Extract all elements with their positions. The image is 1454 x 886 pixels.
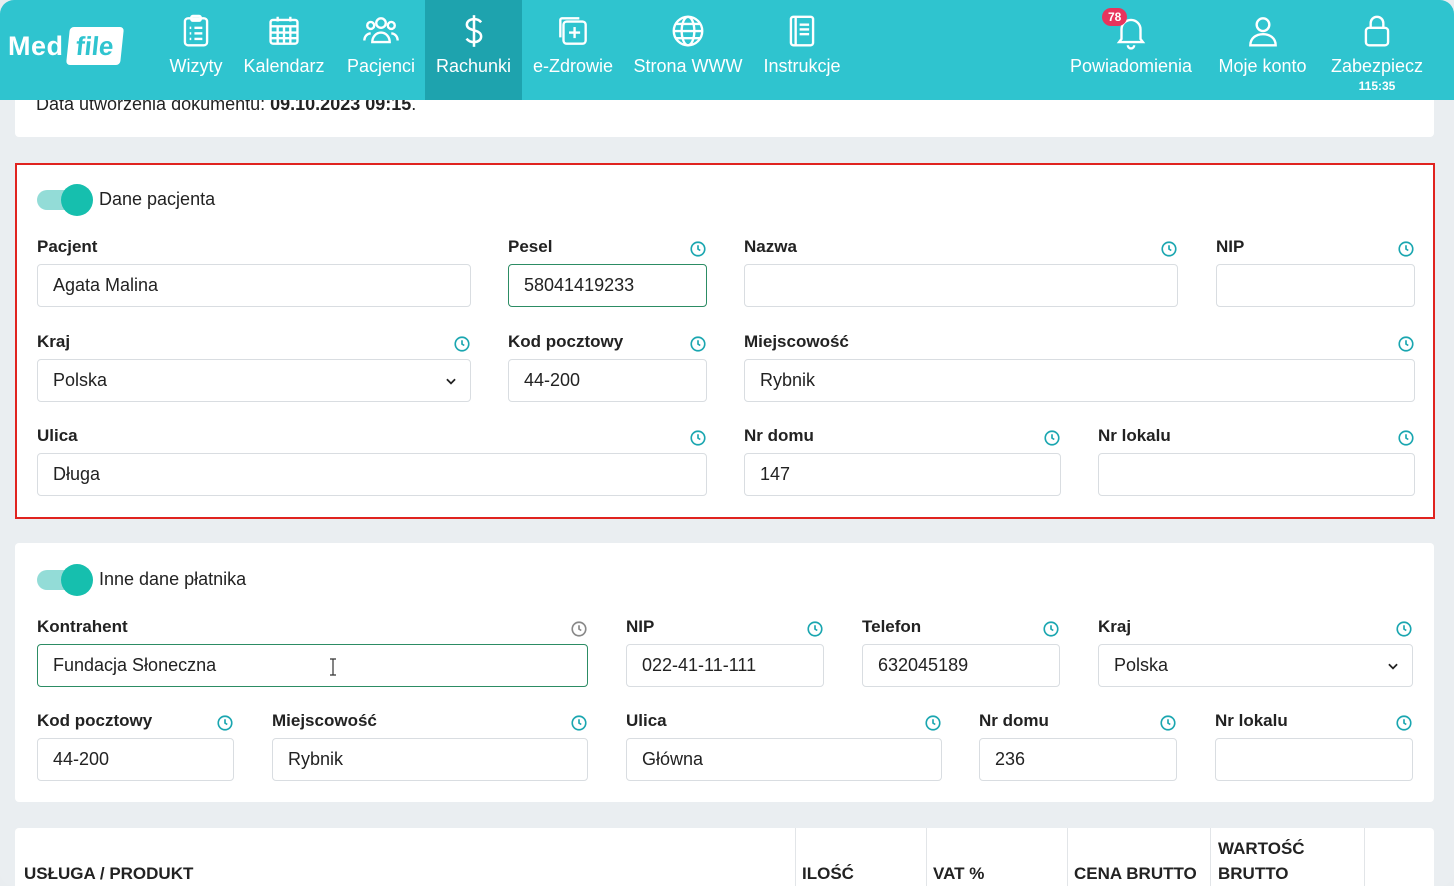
payer-house-number-input[interactable]: 236 — [979, 738, 1177, 781]
column-header-gross-value-line2: BRUTTO — [1218, 864, 1289, 883]
patient-data-section: Dane pacjenta Pacjent Agata Malina Pesel… — [15, 163, 1435, 519]
patient-data-toggle-row: Dane pacjenta — [37, 183, 215, 216]
medical-plus-icon — [559, 17, 587, 45]
pesel-field: Pesel 58041419233 — [508, 237, 707, 309]
history-clock-icon[interactable] — [570, 620, 588, 638]
history-clock-icon[interactable] — [1397, 240, 1415, 258]
nav-strona-www[interactable]: Strona WWW — [630, 0, 746, 100]
payer-house-number-field: Nr domu 236 — [979, 711, 1177, 783]
history-clock-icon[interactable] — [1160, 240, 1178, 258]
dollar-icon — [465, 15, 482, 47]
patient-postal-code-input[interactable]: 44-200 — [508, 359, 707, 402]
patient-house-number-input[interactable]: 147 — [744, 453, 1061, 496]
user-icon — [1248, 17, 1277, 47]
nav-kalendarz[interactable]: Kalendarz — [238, 0, 330, 100]
history-clock-icon[interactable] — [570, 714, 588, 732]
globe-icon — [672, 15, 704, 47]
nav-pacjenci[interactable]: Pacjenci — [340, 0, 422, 100]
history-clock-icon[interactable] — [1395, 714, 1413, 732]
nav-moje-konto[interactable]: Moje konto — [1212, 0, 1313, 100]
patient-apartment-input[interactable] — [1098, 453, 1415, 496]
payer-phone-input[interactable]: 632045189 — [862, 644, 1060, 687]
payer-street-input[interactable]: Główna — [626, 738, 942, 781]
payer-postal-code-field: Kod pocztowy 44-200 — [37, 711, 234, 783]
payer-phone-field: Telefon 632045189 — [862, 617, 1060, 689]
patient-nip-input[interactable] — [1216, 264, 1415, 307]
column-header-gross-value-line1: WARTOŚĆ — [1218, 839, 1305, 858]
history-clock-icon[interactable] — [1159, 714, 1177, 732]
patient-data-toggle[interactable] — [37, 183, 93, 216]
payer-data-section: Inne dane płatnika Kontrahent Fundacja S… — [15, 543, 1434, 802]
payer-country-select[interactable]: Polska — [1098, 644, 1413, 687]
patient-city-input[interactable]: Rybnik — [744, 359, 1415, 402]
payer-apartment-field: Nr lokalu — [1215, 711, 1413, 783]
users-icon — [363, 17, 399, 44]
payer-data-toggle[interactable] — [37, 563, 93, 596]
contractor-field: Kontrahent Fundacja Słoneczna — [37, 617, 588, 689]
patient-apartment-field: Nr lokalu — [1098, 426, 1415, 498]
nav-instrukcje[interactable]: Instrukcje — [758, 0, 846, 100]
patient-street-field: Ulica Długa — [37, 426, 707, 498]
medfile-logo[interactable]: Med file — [8, 26, 124, 66]
bell-icon — [1116, 18, 1146, 50]
payer-nip-field: NIP 022-41-11-111 — [626, 617, 824, 689]
payer-postal-code-input[interactable]: 44-200 — [37, 738, 234, 781]
patient-street-input[interactable]: Długa — [37, 453, 707, 496]
nav-powiadomienia[interactable]: Powiadomienia 78 — [1069, 8, 1193, 76]
payer-city-field: Miejscowość Rybnik — [272, 711, 588, 783]
history-clock-icon[interactable] — [689, 240, 707, 258]
payer-data-toggle-row: Inne dane płatnika — [37, 563, 246, 596]
payer-city-input[interactable]: Rybnik — [272, 738, 588, 781]
column-header-quantity: ILOŚĆ — [802, 864, 854, 883]
column-header-vat: VAT % — [933, 864, 985, 883]
history-clock-icon[interactable] — [806, 620, 824, 638]
history-clock-icon[interactable] — [453, 335, 471, 353]
history-clock-icon[interactable] — [1397, 429, 1415, 447]
session-timer: 115:35 — [1358, 79, 1396, 93]
top-navbar: Med file Wizyty Kalendarz Pacjenci Rachu… — [0, 0, 1454, 100]
history-clock-icon[interactable] — [689, 335, 707, 353]
history-clock-icon[interactable] — [1397, 335, 1415, 353]
history-clock-icon[interactable] — [216, 714, 234, 732]
patient-city-field: Miejscowość Rybnik — [744, 332, 1415, 404]
items-table-header: USŁUGA / PRODUKT ILOŚĆ VAT % CENA BRUTTO… — [15, 828, 1434, 886]
history-clock-icon[interactable] — [1395, 620, 1413, 638]
clipboard-list-icon — [183, 14, 209, 47]
column-header-service: USŁUGA / PRODUKT — [24, 864, 194, 883]
payer-street-field: Ulica Główna — [626, 711, 942, 783]
patient-postal-code-field: Kod pocztowy 44-200 — [508, 332, 707, 404]
nazwa-input[interactable] — [744, 264, 1178, 307]
payer-apartment-input[interactable] — [1215, 738, 1413, 781]
patient-country-field: Kraj Polska — [37, 332, 471, 404]
nav-e-zdrowie[interactable]: e-Zdrowie — [527, 0, 619, 100]
patient-name-input[interactable]: Agata Malina — [37, 264, 471, 307]
nav-zabezpiecz[interactable]: Zabezpiecz 115:35 — [1325, 0, 1429, 100]
nav-wizyty[interactable]: Wizyty — [160, 0, 232, 100]
notification-count-badge: 78 — [1102, 8, 1128, 26]
lock-icon — [1364, 15, 1390, 47]
chevron-down-icon — [1388, 663, 1398, 670]
history-clock-icon[interactable] — [1043, 429, 1061, 447]
history-clock-icon[interactable] — [924, 714, 942, 732]
patient-house-number-field: Nr domu 147 — [744, 426, 1061, 498]
payer-nip-input[interactable]: 022-41-11-111 — [626, 644, 824, 687]
column-header-gross-price: CENA BRUTTO — [1074, 864, 1197, 883]
contractor-input[interactable]: Fundacja Słoneczna — [37, 644, 588, 687]
calendar-icon — [269, 16, 299, 45]
book-icon — [789, 15, 815, 47]
pesel-input[interactable]: 58041419233 — [508, 264, 707, 307]
patient-name-field: Pacjent Agata Malina — [37, 237, 471, 309]
patient-country-select[interactable]: Polska — [37, 359, 471, 402]
patient-nip-field: NIP — [1216, 237, 1415, 309]
text-cursor-icon — [330, 658, 336, 676]
nav-rachunki[interactable]: Rachunki — [425, 0, 522, 100]
chevron-down-icon — [446, 378, 456, 385]
nazwa-field: Nazwa — [744, 237, 1178, 309]
history-clock-icon[interactable] — [689, 429, 707, 447]
payer-country-field: Kraj Polska — [1098, 617, 1413, 689]
history-clock-icon[interactable] — [1042, 620, 1060, 638]
